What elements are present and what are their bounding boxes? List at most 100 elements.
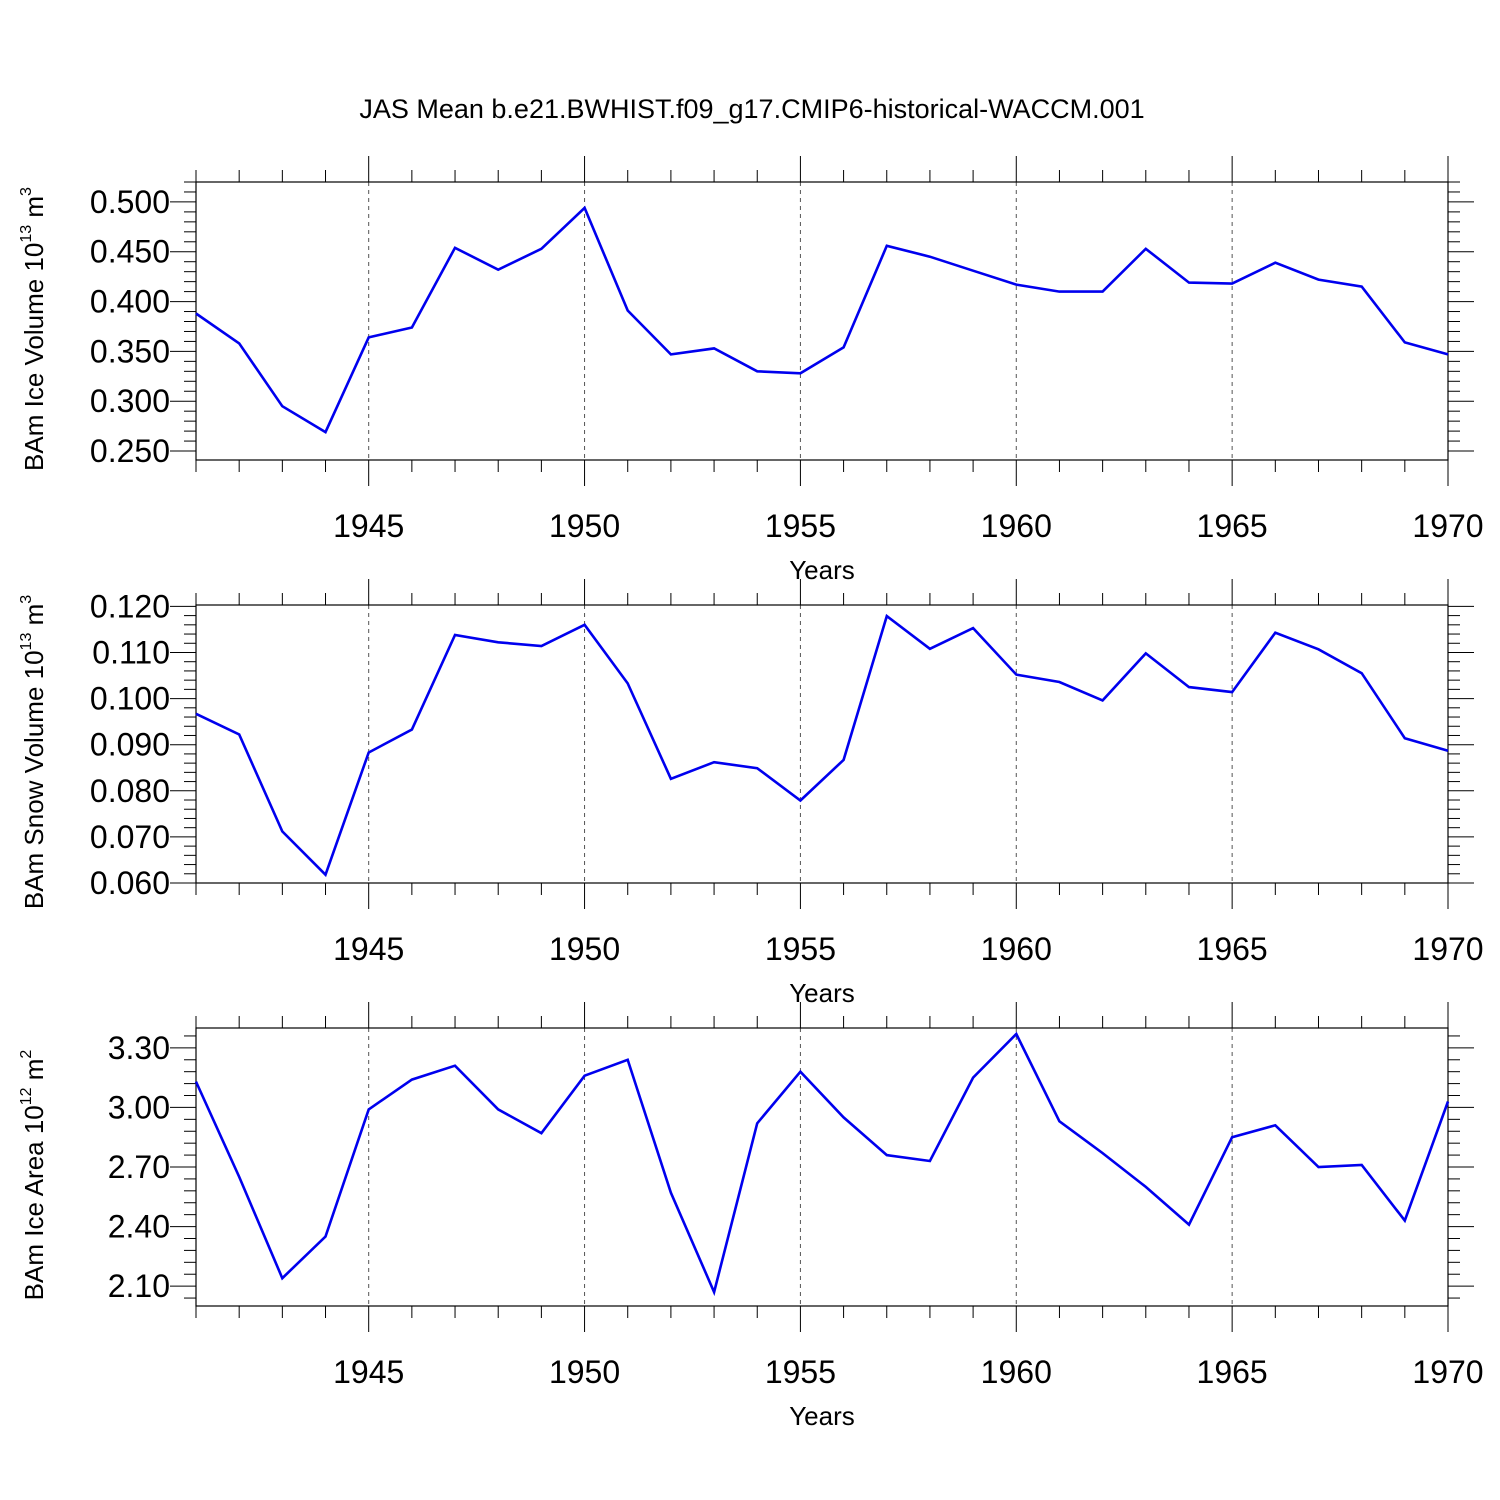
- data-point: [885, 1153, 889, 1157]
- x-tick-label: 1965: [1197, 1354, 1268, 1390]
- data-point: [539, 644, 543, 648]
- data-point: [1144, 247, 1148, 251]
- x-axis-label: Years: [789, 1401, 855, 1431]
- y-tick-label: 0.250: [90, 433, 170, 469]
- data-point: [798, 798, 802, 802]
- data-point: [842, 345, 846, 349]
- data-point: [1273, 261, 1277, 265]
- data-point: [194, 312, 198, 316]
- y-axis-label: BAm Snow Volume 1013 m3: [18, 595, 49, 909]
- data-point: [1057, 680, 1061, 684]
- data-point: [712, 346, 716, 350]
- x-tick-label: 1970: [1412, 1354, 1483, 1390]
- x-tick-label: 1945: [333, 931, 404, 967]
- data-point: [1403, 1219, 1407, 1223]
- data-point: [1446, 1099, 1450, 1103]
- data-point: [280, 1276, 284, 1280]
- data-point: [755, 369, 759, 373]
- x-tick-label: 1955: [765, 931, 836, 967]
- y-tick-label: 2.40: [108, 1209, 170, 1245]
- data-point: [453, 633, 457, 637]
- data-point: [1446, 749, 1450, 753]
- x-tick-label: 1955: [765, 508, 836, 544]
- data-point: [669, 777, 673, 781]
- data-point: [1014, 673, 1018, 677]
- data-point: [842, 758, 846, 762]
- data-point: [712, 760, 716, 764]
- y-tick-label: 0.100: [90, 681, 170, 717]
- y-tick-label: 0.070: [90, 819, 170, 855]
- data-point: [1316, 278, 1320, 282]
- data-point: [928, 255, 932, 259]
- x-tick-label: 1970: [1412, 508, 1483, 544]
- data-point: [626, 681, 630, 685]
- data-point: [1144, 651, 1148, 655]
- data-point: [1230, 282, 1234, 286]
- data-point: [971, 1076, 975, 1080]
- data-point: [1014, 1032, 1018, 1036]
- data-point: [755, 1121, 759, 1125]
- y-tick-label: 2.10: [108, 1268, 170, 1304]
- y-tick-label: 0.450: [90, 234, 170, 270]
- data-point: [928, 1159, 932, 1163]
- panels: 0.250 0.300 0.350 0.400 0.450 0.500 1945 1950 19…: [18, 156, 1484, 1431]
- data-point: [928, 647, 932, 651]
- y-tick-label: 0.120: [90, 588, 170, 624]
- data-point: [971, 269, 975, 273]
- data-point: [1360, 285, 1364, 289]
- data-point: [583, 206, 587, 210]
- data-point: [410, 1078, 414, 1082]
- data-point: [367, 335, 371, 339]
- data-point: [453, 246, 457, 250]
- data-point: [583, 1074, 587, 1078]
- data-point: [453, 1064, 457, 1068]
- data-point: [1187, 281, 1191, 285]
- x-tick-label: 1950: [549, 931, 620, 967]
- y-tick-label: 0.500: [90, 184, 170, 220]
- data-point: [842, 1115, 846, 1119]
- y-tick-label: 3.00: [108, 1089, 170, 1125]
- y-tick-label: 0.110: [92, 634, 170, 670]
- figure-title: JAS Mean b.e21.BWHIST.f09_g17.CMIP6-hist…: [359, 94, 1144, 124]
- x-tick-label: 1965: [1197, 508, 1268, 544]
- panel-snow-volume: 0.060 0.070 0.080 0.090 0.100 0.110 0.120 1945 1…: [18, 579, 1484, 1008]
- data-point: [1187, 1223, 1191, 1227]
- data-point: [1101, 1151, 1105, 1155]
- data-point: [367, 1107, 371, 1111]
- y-tick-label: 2.70: [108, 1149, 170, 1185]
- data-point: [496, 640, 500, 644]
- data-point: [1230, 690, 1234, 694]
- data-point: [194, 1080, 198, 1084]
- data-point: [971, 626, 975, 630]
- x-tick-label: 1960: [981, 508, 1052, 544]
- data-point: [324, 873, 328, 877]
- data-point: [1360, 1163, 1364, 1167]
- data-point: [626, 1058, 630, 1062]
- data-point: [1187, 685, 1191, 689]
- data-point: [496, 1107, 500, 1111]
- y-tick-label: 0.090: [90, 727, 170, 763]
- data-point: [194, 712, 198, 716]
- data-point: [1403, 736, 1407, 740]
- data-point: [1273, 1123, 1277, 1127]
- data-point: [583, 623, 587, 627]
- data-point: [324, 1235, 328, 1239]
- x-tick-label: 1950: [549, 1354, 620, 1390]
- y-tick-label: 0.350: [90, 333, 170, 369]
- panel-ice-volume: 0.250 0.300 0.350 0.400 0.450 0.500 1945 1950 19…: [18, 156, 1484, 585]
- data-point: [280, 404, 284, 408]
- data-point: [755, 766, 759, 770]
- data-point: [1144, 1185, 1148, 1189]
- data-point: [1057, 1119, 1061, 1123]
- data-point: [237, 733, 241, 737]
- data-point: [712, 1290, 716, 1294]
- data-point: [1014, 283, 1018, 287]
- data-point: [1230, 1135, 1234, 1139]
- data-point: [798, 1070, 802, 1074]
- data-point: [496, 268, 500, 272]
- data-point: [539, 247, 543, 251]
- data-point: [798, 371, 802, 375]
- data-point: [1316, 1165, 1320, 1169]
